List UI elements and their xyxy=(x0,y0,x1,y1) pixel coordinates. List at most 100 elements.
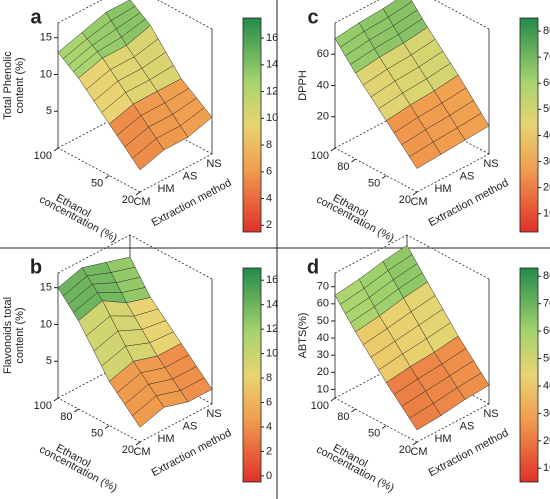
colorbar-tick-label: 10 xyxy=(266,348,278,360)
panel: c204060DPPH100805020Ethanolconcentration… xyxy=(297,0,550,245)
surface-hatch xyxy=(350,48,375,65)
colorbar-tick-label: 12 xyxy=(266,85,278,97)
y-tick-label: AS xyxy=(183,171,198,183)
colorbar-tick-label: 14 xyxy=(266,299,278,311)
surface-hatch xyxy=(116,277,141,283)
colorbar-tick-label: 80 xyxy=(543,270,550,282)
surface-hatch xyxy=(87,272,112,277)
z-axis-label: Total Phenolic xyxy=(2,51,14,120)
box-edge xyxy=(334,0,380,24)
x-tick xyxy=(351,158,356,163)
z-tick-label: 15 xyxy=(40,282,52,294)
surface-hatch xyxy=(121,18,146,38)
surface-hatch xyxy=(409,141,434,157)
surface-hatch xyxy=(68,45,93,66)
colorbar-tick-label: 6 xyxy=(266,166,272,178)
panel-label: b xyxy=(30,256,42,278)
y-tick-label: CM xyxy=(410,196,427,208)
surface-hatch xyxy=(370,341,396,358)
z-tick-label: 10 xyxy=(317,383,329,395)
x-tick xyxy=(412,441,418,446)
z-tick-label: 5 xyxy=(46,355,52,367)
y-tick-label: HM xyxy=(434,433,451,445)
z-axis-label: DPPH xyxy=(297,70,309,101)
box-edge xyxy=(129,234,213,280)
surface-hatch xyxy=(125,79,150,93)
surface-hatch xyxy=(433,387,458,404)
y-tick-label: NS xyxy=(483,158,498,170)
surface-hatch xyxy=(393,263,418,280)
colorbar-tick-label: 8 xyxy=(266,139,272,151)
surface-hatch xyxy=(124,126,149,148)
x-tick-label: 20 xyxy=(122,444,134,456)
box-edge xyxy=(57,0,103,24)
surface-hatch xyxy=(132,395,157,417)
colorbar-tick-label: 10 xyxy=(266,112,278,124)
x-tick xyxy=(381,175,387,179)
y-tick-label: AS xyxy=(460,421,475,433)
x-tick xyxy=(330,147,336,152)
colorbar-tick-label: 60 xyxy=(543,77,550,89)
colorbar-tick-label: 12 xyxy=(266,323,278,335)
surface-hatch xyxy=(86,69,111,90)
surface-hatch xyxy=(457,372,482,388)
surface-hatch xyxy=(86,315,111,337)
surface-hatch xyxy=(393,378,419,395)
surface-hatch xyxy=(180,107,205,126)
surface-hatch xyxy=(387,254,413,271)
surface-hatch xyxy=(378,353,403,371)
x-tick xyxy=(135,441,141,446)
surface-hatch xyxy=(141,51,167,69)
y-tick-label: CM xyxy=(133,196,150,208)
surface-hatch xyxy=(101,346,126,367)
surface-hatch xyxy=(116,12,141,30)
colorbar-tick-label: 2 xyxy=(266,219,272,231)
z-tick-label: 20 xyxy=(317,366,329,378)
colorbar-tick-label: 60 xyxy=(543,325,550,337)
surface-hatch xyxy=(387,1,413,18)
y-tick-label: HM xyxy=(157,183,174,195)
surface-hatch xyxy=(363,270,389,289)
x-tick-label: 100 xyxy=(311,150,329,162)
surface-hatch xyxy=(111,266,136,273)
x-tick-label: 80 xyxy=(337,411,349,423)
z-axis-label: Flavonoids total xyxy=(2,297,14,374)
y-tick-label: CM xyxy=(133,446,150,458)
surface-hatch xyxy=(369,279,394,298)
surface-hatch xyxy=(148,378,173,385)
surface-hatch xyxy=(402,78,427,94)
colorbar-tick-label: 50 xyxy=(543,103,550,115)
surface-hatch xyxy=(363,328,388,345)
x-tick-label: 20 xyxy=(399,444,411,456)
surface-hatch xyxy=(172,366,197,380)
surface-hatch xyxy=(93,80,119,102)
surface-hatch xyxy=(101,92,126,113)
panel-label: d xyxy=(307,256,319,278)
colorbar-tick-label: 50 xyxy=(543,352,550,364)
surface-hatch xyxy=(387,311,412,329)
y-tick-label: AS xyxy=(183,421,198,433)
surface-hatch xyxy=(426,62,451,80)
z-tick-label: 70 xyxy=(317,281,329,293)
x-tick-label: 100 xyxy=(34,400,52,412)
surface-hatch xyxy=(156,125,181,139)
box-edge xyxy=(334,234,408,274)
surface-hatch xyxy=(121,287,146,293)
x-tick xyxy=(104,175,110,179)
z-axis-label: ABTS(%) xyxy=(297,313,309,359)
panel-label: c xyxy=(307,6,318,28)
surface-hatch xyxy=(62,38,88,60)
x-tick xyxy=(53,397,59,402)
colorbar-tick-label: 20 xyxy=(543,435,550,447)
x-tick xyxy=(104,425,110,429)
surface-hatch xyxy=(140,367,165,374)
surface-hatch xyxy=(140,102,166,116)
x-tick-label: 50 xyxy=(368,177,380,189)
z-tick-label: 20 xyxy=(317,111,329,123)
surface-hatch xyxy=(426,322,451,339)
panel-label: a xyxy=(30,6,42,28)
x-tick xyxy=(381,425,387,429)
colorbar-tick-label: 40 xyxy=(543,129,550,141)
colorbar-tick-label: 30 xyxy=(543,407,550,419)
